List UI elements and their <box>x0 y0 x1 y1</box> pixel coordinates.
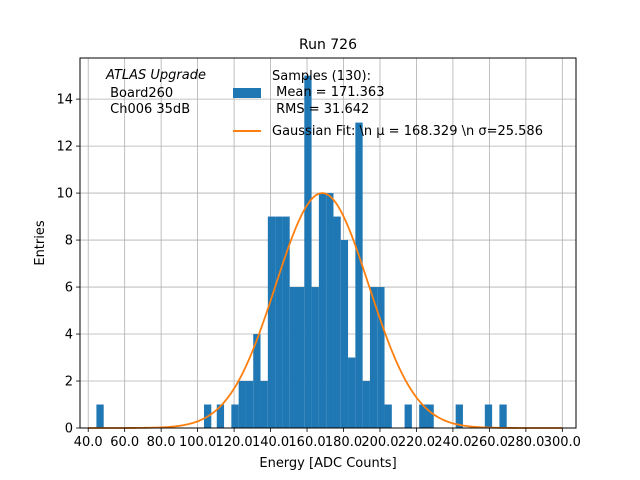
axes-frame <box>79 57 577 429</box>
histogram-bar <box>355 122 363 428</box>
fit-layer <box>88 192 563 429</box>
histogram-bar <box>426 404 434 428</box>
histogram-bar <box>369 287 378 428</box>
histogram-bar <box>238 381 246 428</box>
x-tick-label: 260.0 <box>471 435 508 450</box>
annotation-line-3: Ch006 35dB <box>106 102 190 117</box>
x-tick-label: 100.0 <box>179 435 216 450</box>
histogram-bar <box>419 404 427 428</box>
gaussian-fit-line <box>88 192 563 429</box>
y-tick-label: 14 <box>56 93 73 108</box>
histogram-bar <box>499 404 507 428</box>
legend: Samples (130): Mean = 171.363 RMS = 31.6… <box>233 69 543 139</box>
histogram-bar <box>304 75 312 428</box>
x-tick-label: 140.0 <box>252 435 289 450</box>
x-tick-label: 40.0 <box>74 435 103 450</box>
x-tick-label: 120.0 <box>215 435 252 450</box>
histogram-bar <box>253 334 261 428</box>
histogram-bar <box>340 240 349 428</box>
chart-title: Run 726 <box>299 37 357 53</box>
y-tick-label: 8 <box>65 234 73 249</box>
histogram-bar <box>348 357 356 428</box>
x-tick-label: 60.0 <box>110 435 139 450</box>
histogram-bar <box>260 381 268 428</box>
histogram-bar <box>362 381 370 428</box>
histogram-bar <box>282 216 290 428</box>
y-tick-label: 10 <box>56 187 73 202</box>
histogram-bar <box>377 287 385 428</box>
x-tick-label: 160.0 <box>288 435 325 450</box>
legend-samples-line-3: RMS = 31.642 <box>272 102 369 117</box>
y-tick-label: 12 <box>56 140 73 155</box>
histogram-bar <box>384 404 392 428</box>
x-tick-label: 220.0 <box>398 435 435 450</box>
x-tick-label: 200.0 <box>361 435 398 450</box>
histogram-bar <box>289 287 297 428</box>
histogram-bar <box>318 193 327 428</box>
annotation-line-1: ATLAS Upgrade <box>105 68 206 83</box>
y-axis-ticks: 0 2 4 6 8 10 12 14 <box>56 93 80 437</box>
atlas-annotation: ATLAS Upgrade Board260 Ch006 35dB <box>105 68 206 117</box>
x-tick-label: 240.0 <box>434 435 471 450</box>
histogram-bar <box>484 404 493 428</box>
y-tick-label: 4 <box>65 328 73 343</box>
y-axis-label: Entries <box>33 220 48 266</box>
y-tick-label: 6 <box>65 281 73 296</box>
histogram-bar <box>267 216 276 428</box>
annotation-line-2: Board260 <box>106 86 173 101</box>
legend-samples-line-1: Samples (130): <box>272 69 371 84</box>
histogram-bars <box>96 75 507 428</box>
histogram-bar <box>96 404 104 428</box>
histogram-bar <box>404 404 412 428</box>
legend-fit-label: Gaussian Fit: \n μ = 168.329 \n σ=25.586 <box>272 124 543 139</box>
histogram-bar <box>297 287 305 428</box>
x-axis-label: Energy [ADC Counts] <box>259 456 396 471</box>
x-tick-label: 180.0 <box>325 435 362 450</box>
histogram-bar <box>326 193 334 428</box>
histogram-bar <box>275 216 283 428</box>
histogram-bar <box>231 404 239 428</box>
legend-samples-line-2: Mean = 171.363 <box>272 85 384 100</box>
x-tick-label: 280.0 <box>507 435 544 450</box>
x-tick-label: 80.0 <box>147 435 176 450</box>
y-tick-label: 0 <box>65 422 73 437</box>
histogram-bar <box>216 404 225 428</box>
histogram-bar <box>311 287 319 428</box>
legend-swatch-samples <box>233 88 261 98</box>
x-tick-label: 300.0 <box>544 435 581 450</box>
histogram-bar <box>333 216 341 428</box>
x-axis-ticks: 40.0 60.0 80.0 100.0 120.0 140.0 160.0 180.0 200… <box>74 428 581 450</box>
y-tick-label: 2 <box>65 375 73 390</box>
histogram-bar <box>455 404 463 428</box>
histogram-bar <box>245 381 254 428</box>
